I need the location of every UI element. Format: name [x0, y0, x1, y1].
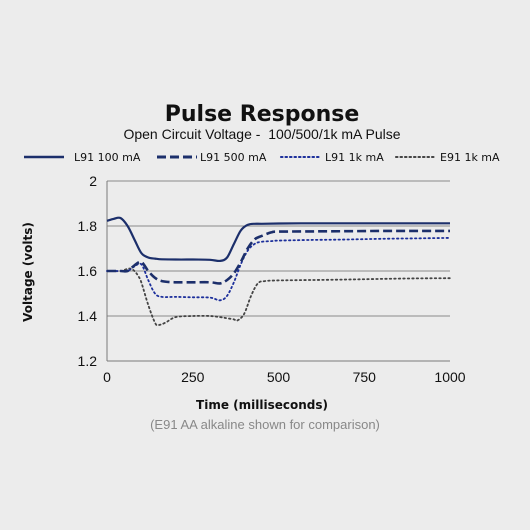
x-axis-label: Time (milliseconds) — [196, 398, 328, 412]
chart-title: Pulse Response — [165, 102, 360, 127]
legend-label: L91 100 mA — [74, 151, 141, 164]
chart-subtitle: Open Circuit Voltage - 100/500/1k mA Pul… — [123, 126, 400, 142]
series-line-l91-1k-ma — [106, 237, 451, 302]
legend-item: L91 100 mA — [24, 151, 141, 164]
y-tick-label: 1.8 — [78, 218, 98, 234]
x-tick-label: 1000 — [434, 369, 465, 385]
footnote: (E91 AA alkaline shown for comparison) — [150, 417, 380, 432]
legend-item: L91 1k mA — [279, 151, 384, 164]
x-tick-label: 750 — [353, 369, 377, 385]
legend-label: L91 500 mA — [200, 151, 267, 164]
legend-item: L91 500 mA — [157, 151, 267, 164]
tick-labels: 1.2 1.4 1.6 1.8 2 0 250 500 750 1000 — [78, 173, 466, 385]
y-tick-label: 2 — [89, 173, 97, 189]
grid — [107, 180, 450, 317]
y-tick-label: 1.4 — [78, 308, 98, 324]
series-line-l91-500-ma — [106, 229, 450, 285]
series-line-l91-100-ma — [106, 216, 450, 263]
legend-label: L91 1k mA — [325, 151, 384, 164]
x-tick-label: 0 — [103, 369, 111, 385]
x-tick-label: 500 — [267, 369, 291, 385]
series-layer — [106, 216, 451, 327]
legend: L91 100 mA L91 500 mA L91 1k mA E91 1k mA — [24, 151, 500, 164]
y-tick-label: 1.6 — [78, 263, 98, 279]
x-tick-label: 250 — [181, 369, 205, 385]
legend-item: E91 1k mA — [394, 151, 500, 164]
legend-label: E91 1k mA — [440, 151, 500, 164]
y-tick-label: 1.2 — [78, 353, 98, 369]
y-axis-label: Voltage (volts) — [21, 222, 35, 322]
series-line-e91-1k-ma — [106, 267, 451, 327]
